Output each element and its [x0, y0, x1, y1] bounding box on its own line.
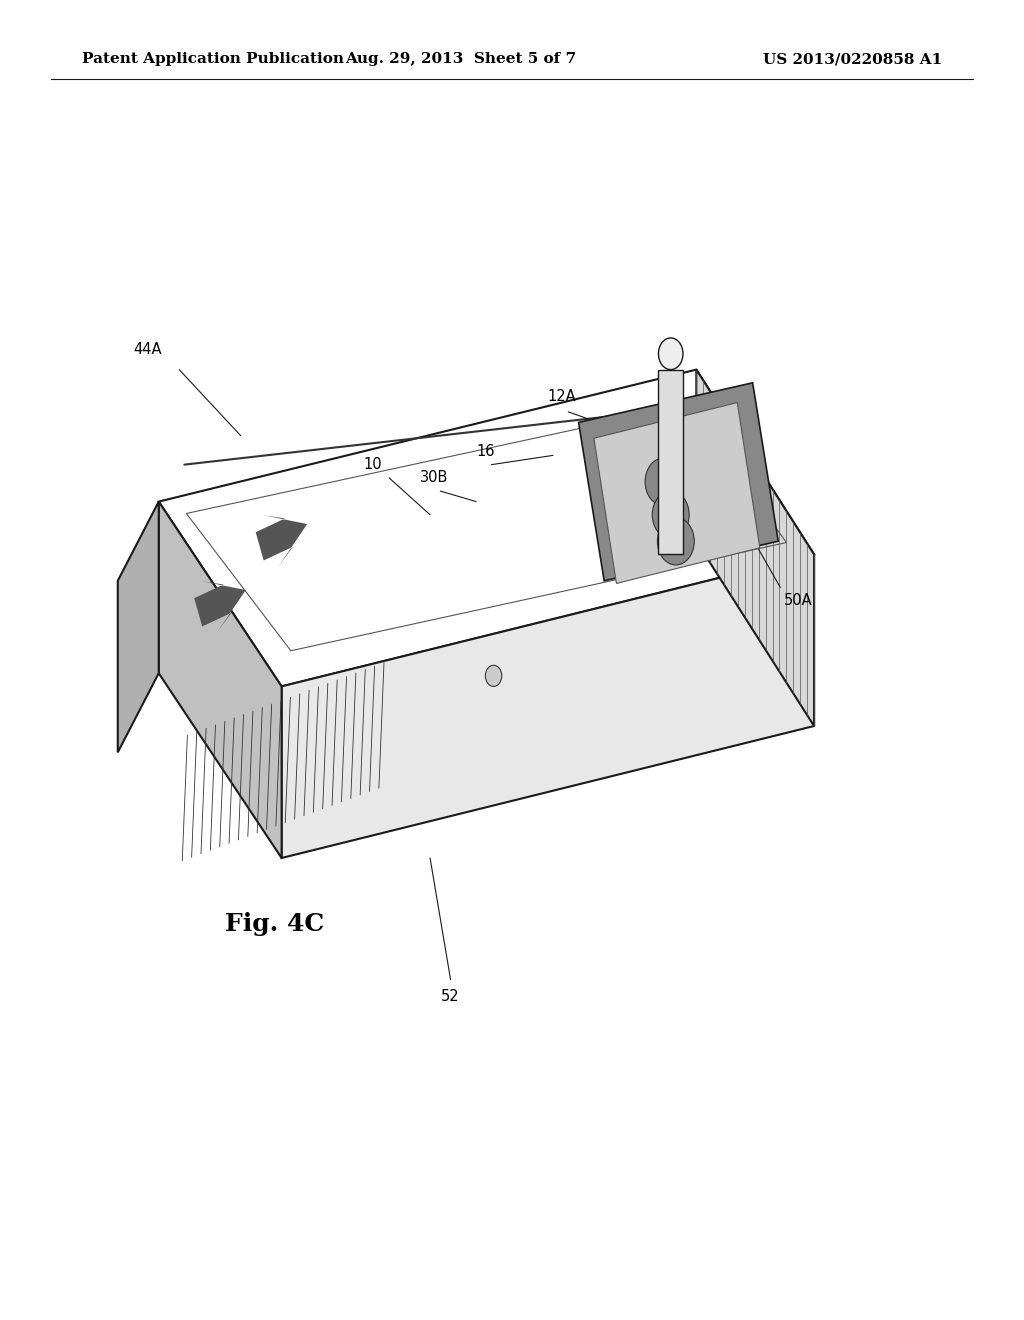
- Text: 10: 10: [364, 457, 382, 473]
- Polygon shape: [696, 370, 814, 726]
- Circle shape: [652, 491, 689, 539]
- Text: US 2013/0220858 A1: US 2013/0220858 A1: [763, 53, 942, 66]
- Text: 50A: 50A: [783, 593, 812, 609]
- Text: 44A: 44A: [133, 342, 162, 358]
- Polygon shape: [282, 554, 814, 858]
- Text: Aug. 29, 2013  Sheet 5 of 7: Aug. 29, 2013 Sheet 5 of 7: [345, 53, 577, 66]
- Polygon shape: [159, 502, 282, 858]
- Circle shape: [645, 458, 682, 506]
- Polygon shape: [118, 502, 159, 752]
- Text: 12A: 12A: [548, 388, 577, 404]
- Text: 16: 16: [476, 444, 495, 459]
- Polygon shape: [159, 370, 814, 686]
- Polygon shape: [579, 383, 778, 581]
- Circle shape: [658, 338, 683, 370]
- Text: 52: 52: [441, 989, 460, 1005]
- Text: Patent Application Publication: Patent Application Publication: [82, 53, 344, 66]
- Polygon shape: [195, 581, 246, 634]
- Polygon shape: [594, 403, 760, 583]
- Circle shape: [657, 517, 694, 565]
- Text: Fig. 4C: Fig. 4C: [225, 912, 325, 936]
- Circle shape: [485, 665, 502, 686]
- Polygon shape: [256, 515, 307, 568]
- Text: 54: 54: [717, 461, 735, 477]
- Polygon shape: [658, 370, 683, 554]
- Text: 30B: 30B: [420, 470, 449, 486]
